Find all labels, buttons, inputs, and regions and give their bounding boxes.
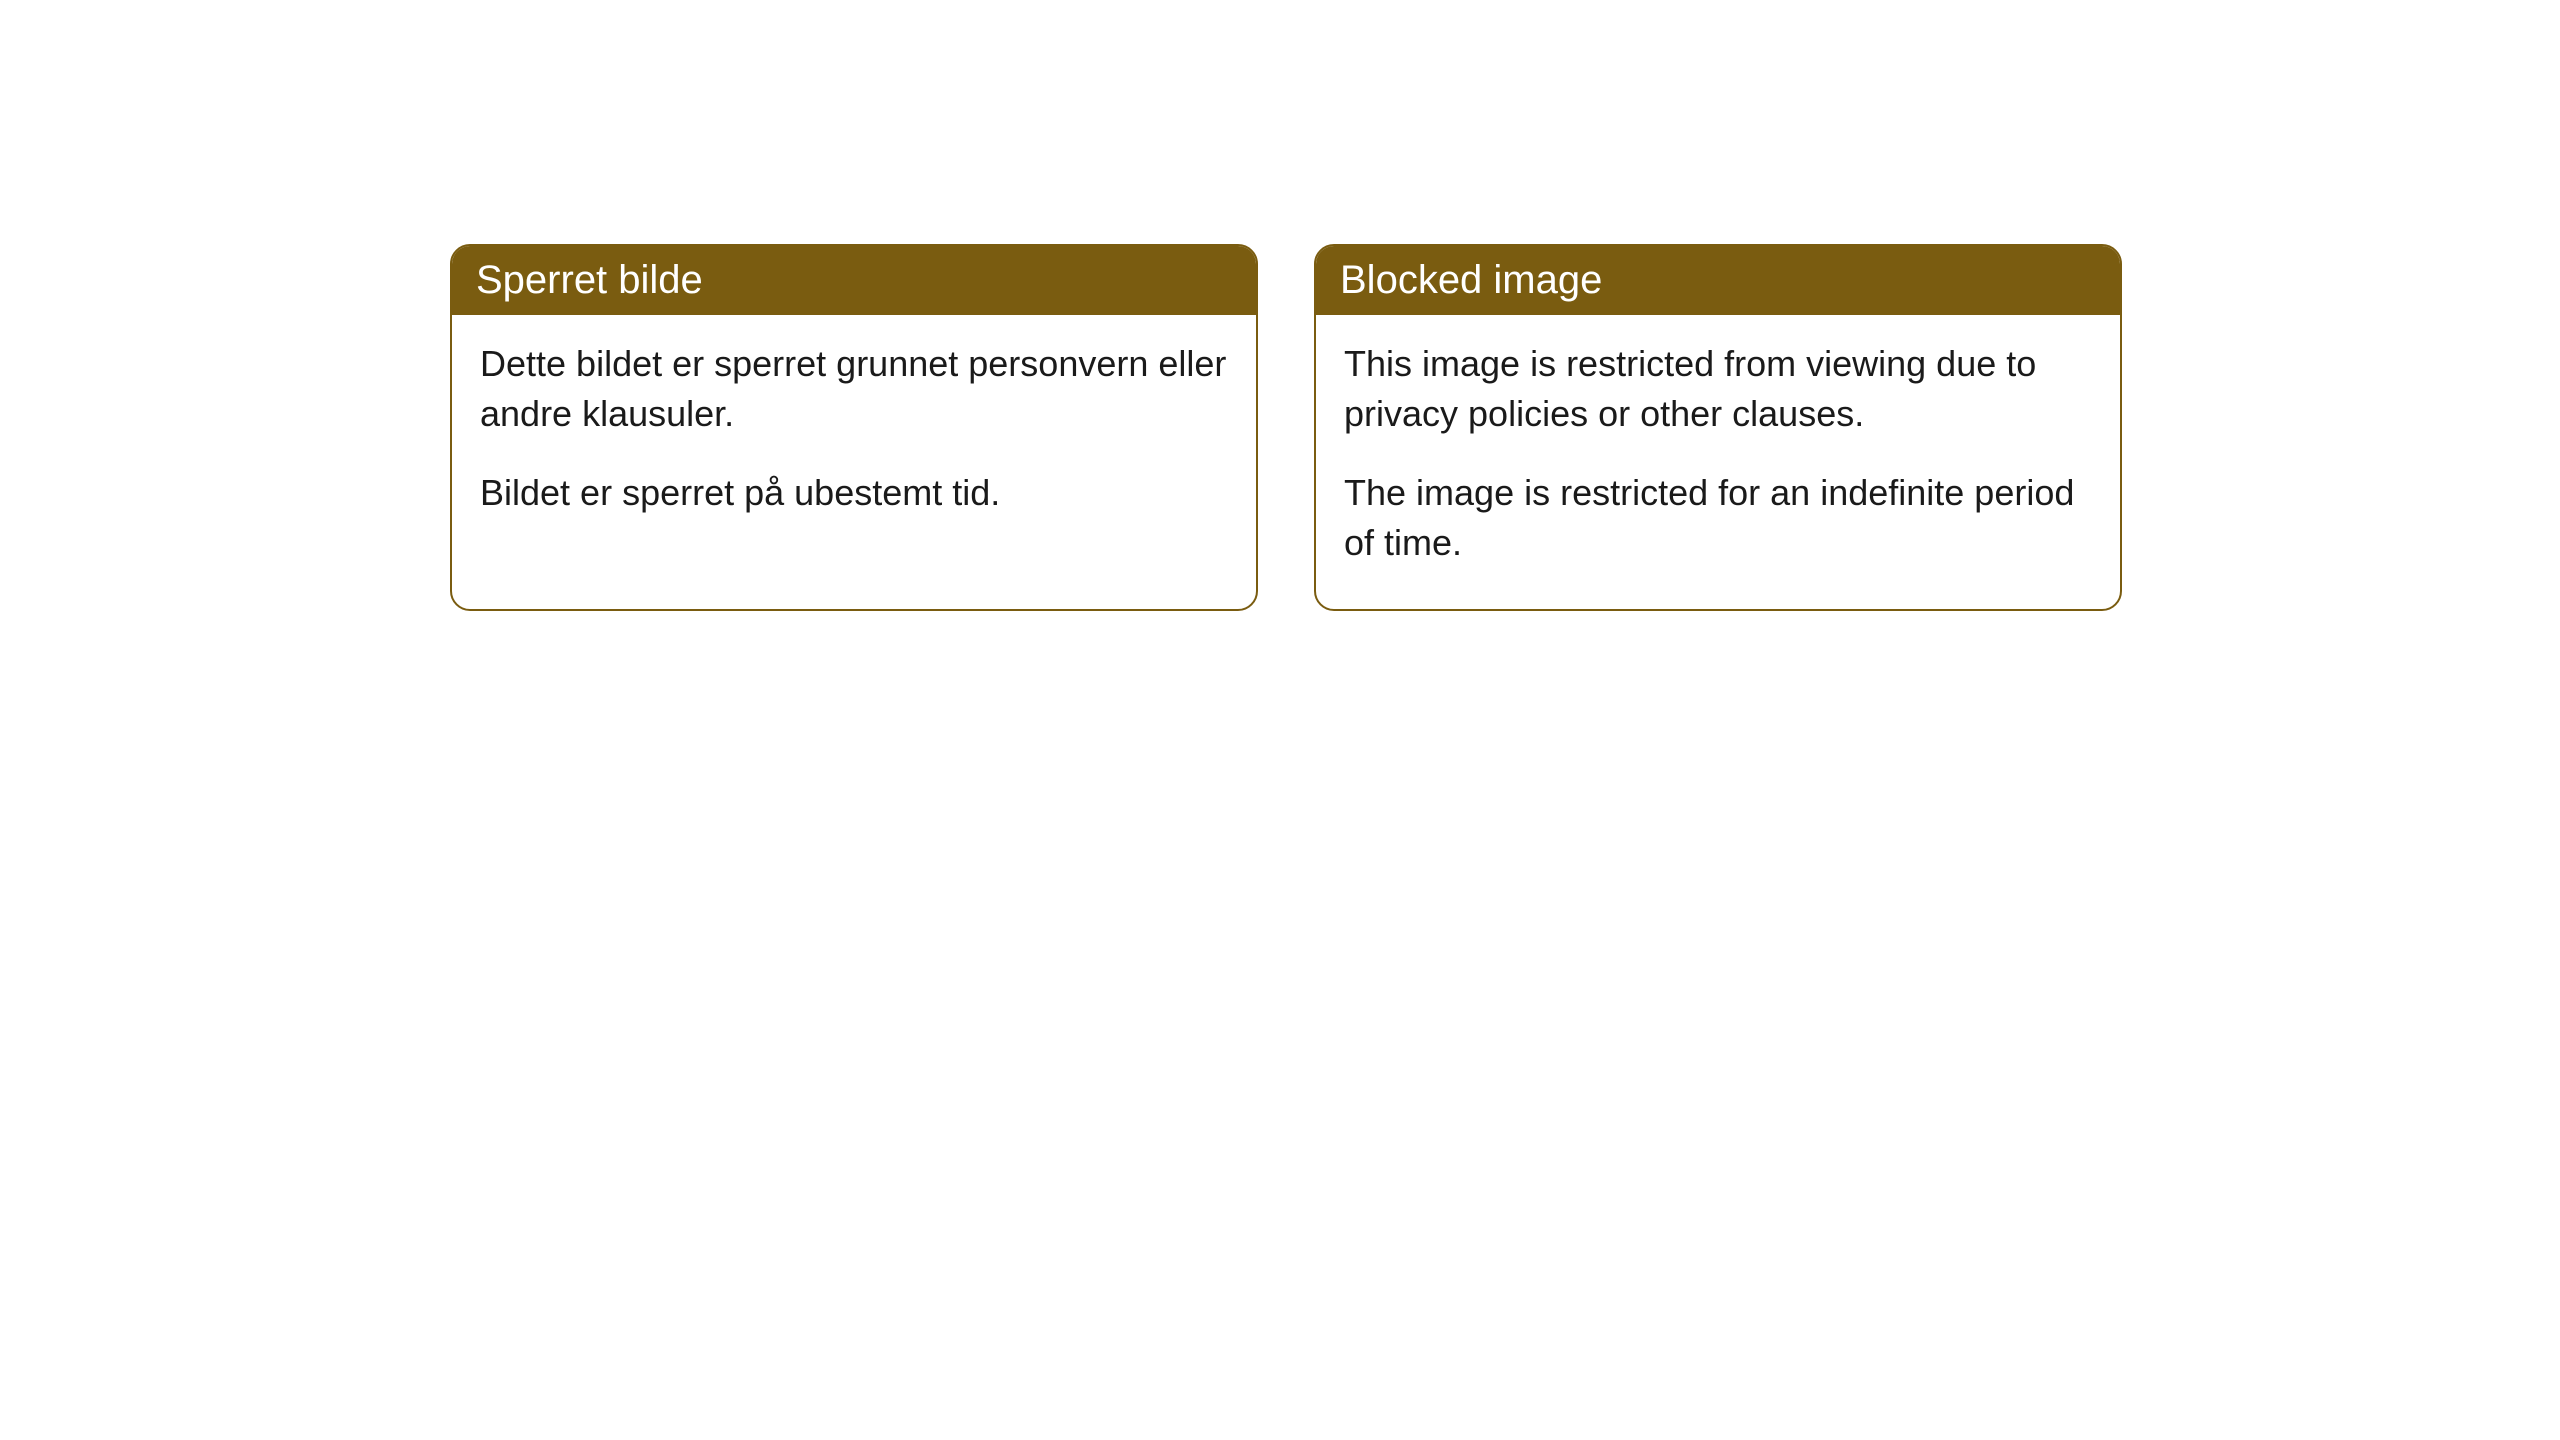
card-body-english: This image is restricted from viewing du… (1316, 315, 2120, 609)
card-paragraph-1-english: This image is restricted from viewing du… (1344, 339, 2092, 440)
card-header-english: Blocked image (1316, 246, 2120, 315)
card-paragraph-1-norwegian: Dette bildet er sperret grunnet personve… (480, 339, 1228, 440)
card-body-norwegian: Dette bildet er sperret grunnet personve… (452, 315, 1256, 558)
card-title-english: Blocked image (1340, 258, 1602, 302)
blocked-image-card-english: Blocked image This image is restricted f… (1314, 244, 2122, 611)
card-paragraph-2-norwegian: Bildet er sperret på ubestemt tid. (480, 468, 1228, 518)
card-paragraph-2-english: The image is restricted for an indefinit… (1344, 468, 2092, 569)
card-title-norwegian: Sperret bilde (476, 258, 703, 302)
blocked-image-card-norwegian: Sperret bilde Dette bildet er sperret gr… (450, 244, 1258, 611)
cards-container: Sperret bilde Dette bildet er sperret gr… (450, 244, 2122, 611)
card-header-norwegian: Sperret bilde (452, 246, 1256, 315)
